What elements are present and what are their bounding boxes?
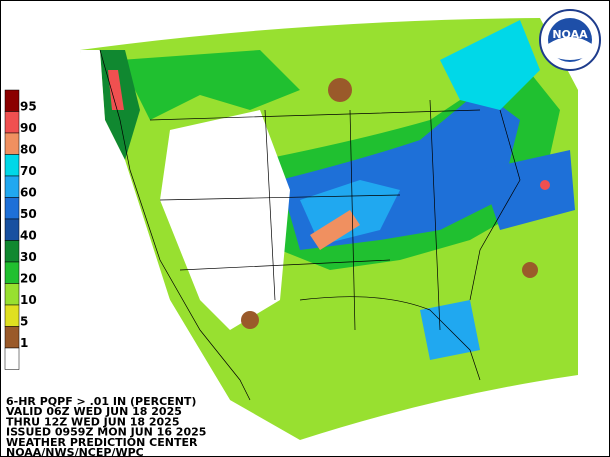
legend-swatch bbox=[4, 283, 20, 306]
legend-label: 30 bbox=[20, 250, 37, 264]
footer-line: WEATHER PREDICTION CENTER bbox=[6, 436, 198, 449]
footer-line: NOAA/NWS/NCEP/WPC bbox=[6, 446, 144, 457]
legend-swatch bbox=[4, 154, 20, 177]
legend-swatch bbox=[4, 240, 20, 263]
legend-swatch bbox=[4, 132, 20, 155]
legend: 95 90 80 70 60 50 40 30 20 10 5 1 bbox=[4, 89, 37, 370]
legend-label: 5 bbox=[20, 315, 28, 329]
footer-line: THRU 12Z WED JUN 18 2025 bbox=[6, 415, 179, 428]
legend-label: 90 bbox=[20, 121, 37, 135]
footer-line: ISSUED 0959Z MON JUN 16 2025 bbox=[6, 426, 206, 439]
legend-swatch bbox=[4, 218, 20, 241]
legend-label: 80 bbox=[20, 143, 37, 157]
footer: 6-HR PQPF > .01 IN (PERCENT)VALID 06Z WE… bbox=[6, 395, 206, 457]
footer-line: VALID 06Z WED JUN 18 2025 bbox=[6, 405, 182, 418]
legend-label: 70 bbox=[20, 164, 37, 178]
legend-swatch bbox=[4, 347, 20, 370]
legend-label: 1 bbox=[20, 336, 28, 350]
legend-label: 95 bbox=[20, 100, 37, 114]
logo-text: NOAA bbox=[552, 28, 588, 41]
legend-label: 60 bbox=[20, 186, 37, 200]
legend-swatch bbox=[4, 197, 20, 220]
legend-swatch bbox=[4, 304, 20, 327]
legend-swatch bbox=[4, 89, 20, 112]
forecast-field bbox=[80, 18, 578, 440]
legend-label: 40 bbox=[20, 229, 37, 243]
legend-swatch bbox=[4, 326, 20, 349]
legend-swatch bbox=[4, 175, 20, 198]
legend-swatch bbox=[4, 261, 20, 284]
boundaries bbox=[99, 49, 521, 401]
legend-swatch bbox=[4, 111, 20, 134]
legend-label: 20 bbox=[20, 272, 37, 286]
legend-label: 50 bbox=[20, 207, 37, 221]
noaa-logo: NOAA bbox=[539, 9, 601, 71]
legend-label: 10 bbox=[20, 293, 37, 307]
footer-line: 6-HR PQPF > .01 IN (PERCENT) bbox=[6, 395, 196, 408]
